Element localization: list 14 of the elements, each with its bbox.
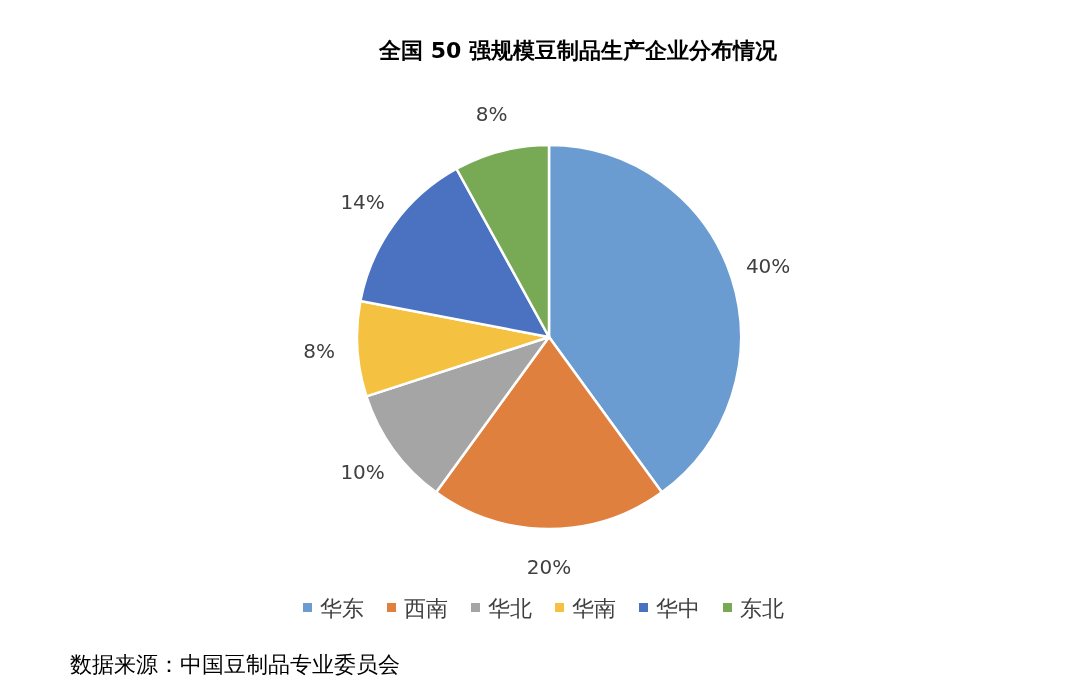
chart-title: 全国 50 强规模豆制品生产企业分布情况	[378, 38, 778, 63]
legend-label: 华北	[488, 596, 532, 621]
source-note: 数据来源：中国豆制品专业委员会	[70, 652, 400, 677]
data-label: 8%	[303, 339, 335, 364]
legend-label: 华中	[656, 596, 700, 621]
legend-label: 华南	[572, 596, 616, 621]
data-label: 14%	[340, 189, 385, 214]
data-label: 8%	[475, 101, 508, 126]
data-label: 10%	[340, 460, 385, 485]
legend-label: 西南	[404, 596, 448, 621]
legend-label: 东北	[740, 596, 784, 621]
data-label: 20%	[526, 555, 572, 580]
legend-label: 华东	[320, 596, 364, 621]
data-label: 40%	[745, 253, 791, 278]
